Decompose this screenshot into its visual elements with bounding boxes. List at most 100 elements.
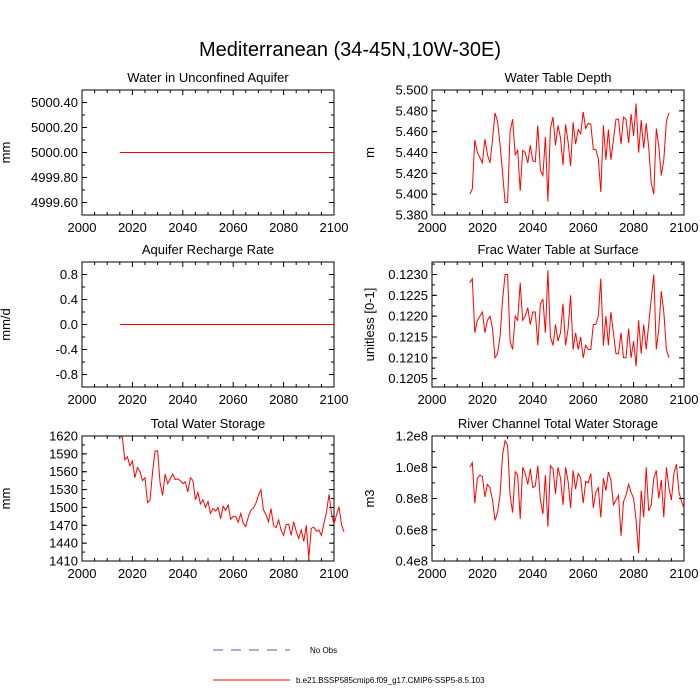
y-tick-label: 0.1210 xyxy=(388,350,428,365)
y-tick-label: 1500 xyxy=(49,500,78,515)
x-tick-label: 2000 xyxy=(418,566,447,581)
panel-5: Total Water Storage mm 2000 2020 2040 2060 208… xyxy=(0,416,348,581)
x-tick-label: 2100 xyxy=(670,220,699,235)
panel-2: Water Table Depth m 2000 2020 2040 2060 2080 21… xyxy=(362,70,698,235)
y-axis-label: mm xyxy=(0,142,13,164)
x-tick-label: 2040 xyxy=(518,392,547,407)
x-tick-label: 2060 xyxy=(219,566,248,581)
x-tick-label: 2100 xyxy=(670,392,699,407)
x-tick-label: 2040 xyxy=(518,220,547,235)
y-tick-label: 5.500 xyxy=(395,83,428,98)
x-tick-label: 2100 xyxy=(670,566,699,581)
x-tick-label: 2060 xyxy=(569,566,598,581)
y-tick-label: 1620 xyxy=(49,429,78,444)
y-tick-label: 0.0 xyxy=(60,317,78,332)
y-tick-label: 4999.60 xyxy=(31,195,78,210)
series-line xyxy=(469,103,670,203)
series-line xyxy=(469,270,670,367)
x-tick-label: 2040 xyxy=(168,392,197,407)
y-tick-label: 0.6e8 xyxy=(395,522,428,537)
panel-title: Frac Water Table at Surface xyxy=(477,242,638,257)
panels: Water in Unconfined Aquifer mm 2000 2020 204… xyxy=(0,70,698,581)
panel-3: Aquifer Recharge Rate mm/d 2000 2020 2040 206… xyxy=(0,242,348,407)
y-tick-label: 0.8 xyxy=(60,267,78,282)
y-axis-label: unitless [0-1] xyxy=(362,288,377,362)
y-tick-label: 1.0e8 xyxy=(395,460,428,475)
y-axis-label: m3 xyxy=(362,489,377,507)
panel-4: Frac Water Table at Surface unitless [0-1… xyxy=(362,242,698,407)
panel-6: River Channel Total Water Storage m3 2000 2… xyxy=(362,416,698,581)
x-tick-label: 2000 xyxy=(68,220,97,235)
y-tick-label: 0.1230 xyxy=(388,267,428,282)
y-tick-label: 0.1225 xyxy=(388,288,428,303)
x-tick-label: 2020 xyxy=(118,220,147,235)
x-tick-label: 2100 xyxy=(320,566,349,581)
x-tick-label: 2060 xyxy=(569,392,598,407)
x-tick-label: 2000 xyxy=(68,566,97,581)
panel-title: Aquifer Recharge Rate xyxy=(142,242,274,257)
x-tick-label: 2080 xyxy=(269,566,298,581)
y-tick-label: -0.8 xyxy=(56,367,78,382)
x-tick-label: 2000 xyxy=(418,220,447,235)
y-tick-label: 5.420 xyxy=(395,166,428,181)
legend-no-obs-label: No Obs xyxy=(310,646,337,655)
x-tick-label: 2080 xyxy=(269,220,298,235)
y-tick-label: 5000.40 xyxy=(31,95,78,110)
x-tick-label: 2100 xyxy=(320,220,349,235)
x-tick-label: 2080 xyxy=(619,566,648,581)
x-tick-label: 2080 xyxy=(269,392,298,407)
series-line xyxy=(469,439,685,554)
x-tick-label: 2020 xyxy=(468,220,497,235)
x-tick-label: 2080 xyxy=(619,392,648,407)
y-tick-label: 5000.00 xyxy=(31,145,78,160)
panel-title: River Channel Total Water Storage xyxy=(458,416,658,431)
y-tick-label: 1560 xyxy=(49,464,78,479)
panel-title: Water in Unconfined Aquifer xyxy=(127,70,289,85)
y-tick-label: 5.480 xyxy=(395,103,428,118)
y-tick-label: 1530 xyxy=(49,482,78,497)
legend-model-label: b.e21.BSSP585cmip6.f09_g17.CMIP6-SSP5-8.… xyxy=(296,676,485,685)
x-tick-label: 2020 xyxy=(118,392,147,407)
x-tick-label: 2020 xyxy=(468,566,497,581)
x-tick-label: 2040 xyxy=(168,566,197,581)
x-tick-label: 2000 xyxy=(68,392,97,407)
x-tick-label: 2040 xyxy=(168,220,197,235)
panel-title: Total Water Storage xyxy=(151,416,265,431)
panel-title: Water Table Depth xyxy=(505,70,612,85)
y-tick-label: 5.460 xyxy=(395,124,428,139)
panel-1: Water in Unconfined Aquifer mm 2000 2020 204… xyxy=(0,70,348,235)
y-tick-label: 0.4 xyxy=(60,292,78,307)
y-tick-label: 5.400 xyxy=(395,187,428,202)
y-tick-label: 5000.20 xyxy=(31,120,78,135)
y-axis-label: mm xyxy=(0,488,13,510)
x-tick-label: 2040 xyxy=(518,566,547,581)
x-tick-label: 2100 xyxy=(320,392,349,407)
x-tick-label: 2060 xyxy=(219,220,248,235)
x-tick-label: 2020 xyxy=(468,392,497,407)
y-axis-label: m xyxy=(362,147,377,158)
y-tick-label: -0.4 xyxy=(56,342,78,357)
y-tick-label: 0.8e8 xyxy=(395,491,428,506)
y-axis-label: mm/d xyxy=(0,308,13,341)
y-tick-label: 1410 xyxy=(49,554,78,569)
x-tick-label: 2020 xyxy=(118,566,147,581)
x-tick-label: 2060 xyxy=(219,392,248,407)
series-line xyxy=(119,435,345,559)
x-tick-label: 2000 xyxy=(418,392,447,407)
y-tick-label: 1590 xyxy=(49,446,78,461)
y-tick-label: 1.2e8 xyxy=(395,429,428,444)
y-tick-label: 0.1215 xyxy=(388,330,428,345)
y-tick-label: 1470 xyxy=(49,518,78,533)
y-tick-label: 0.1205 xyxy=(388,371,428,386)
x-tick-label: 2080 xyxy=(619,220,648,235)
x-tick-label: 2060 xyxy=(569,220,598,235)
y-tick-label: 1440 xyxy=(49,536,78,551)
y-tick-label: 0.4e8 xyxy=(395,554,428,569)
figure-title: Mediterranean (34-45N,10W-30E) xyxy=(199,39,501,61)
y-tick-label: 5.380 xyxy=(395,208,428,223)
y-tick-label: 5.440 xyxy=(395,145,428,160)
y-tick-label: 0.1220 xyxy=(388,309,428,324)
legend: No Obs b.e21.BSSP585cmip6.f09_g17.CMIP6-… xyxy=(213,646,485,685)
y-tick-label: 4999.80 xyxy=(31,170,78,185)
